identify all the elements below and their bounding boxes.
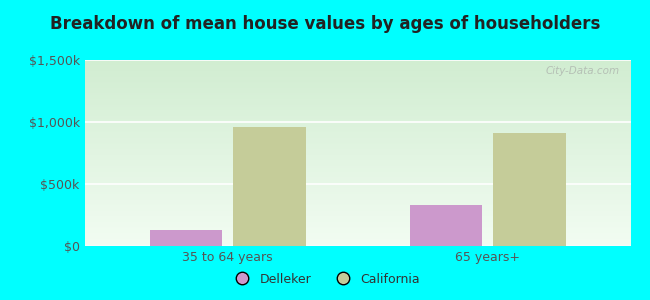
- Bar: [493, 133, 566, 246]
- Bar: [410, 205, 482, 246]
- Text: Breakdown of mean house values by ages of householders: Breakdown of mean house values by ages o…: [50, 15, 600, 33]
- Text: City-Data.com: City-Data.com: [545, 66, 619, 76]
- Bar: [233, 127, 306, 246]
- Legend: Delleker, California: Delleker, California: [225, 268, 425, 291]
- Bar: [150, 230, 222, 246]
